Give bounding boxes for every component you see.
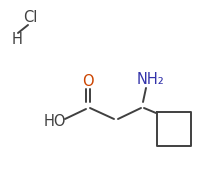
Text: Cl: Cl bbox=[23, 11, 37, 26]
Text: H: H bbox=[11, 32, 22, 47]
Text: NH₂: NH₂ bbox=[136, 72, 164, 88]
Text: O: O bbox=[82, 74, 94, 89]
Text: HO: HO bbox=[44, 115, 66, 130]
